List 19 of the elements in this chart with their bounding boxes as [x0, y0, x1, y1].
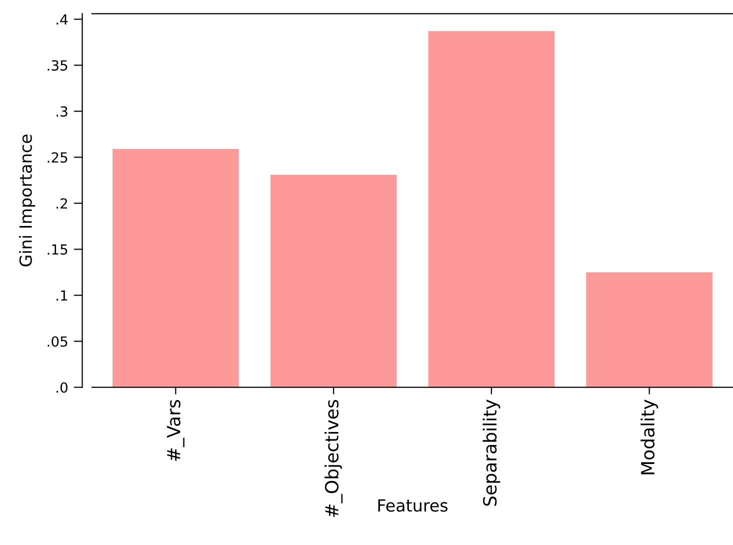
- bar: [428, 31, 555, 388]
- x-tick-label: #_Vars: [166, 400, 184, 461]
- x-tick-label: #_Objectives: [324, 400, 343, 517]
- y-tick-label: .1: [56, 290, 68, 301]
- y-tick-label: .3: [56, 106, 68, 117]
- bar: [586, 272, 712, 388]
- y-tick-label: .2: [56, 198, 67, 209]
- y-tick-label: .05: [48, 336, 68, 347]
- y-tick-label: .35: [48, 60, 68, 71]
- x-tick-label: Modality: [640, 400, 658, 474]
- bar: [112, 148, 239, 388]
- x-tick-label: Separability: [482, 400, 500, 506]
- y-axis-title: Gini Importance: [19, 134, 36, 266]
- x-axis-title: Features: [378, 499, 448, 512]
- y-tick-label: .0: [56, 382, 68, 393]
- bar: [270, 174, 397, 388]
- y-tick-label: .4: [56, 14, 68, 24]
- y-tick-label: .15: [48, 244, 68, 255]
- y-tick-label: .25: [48, 152, 68, 163]
